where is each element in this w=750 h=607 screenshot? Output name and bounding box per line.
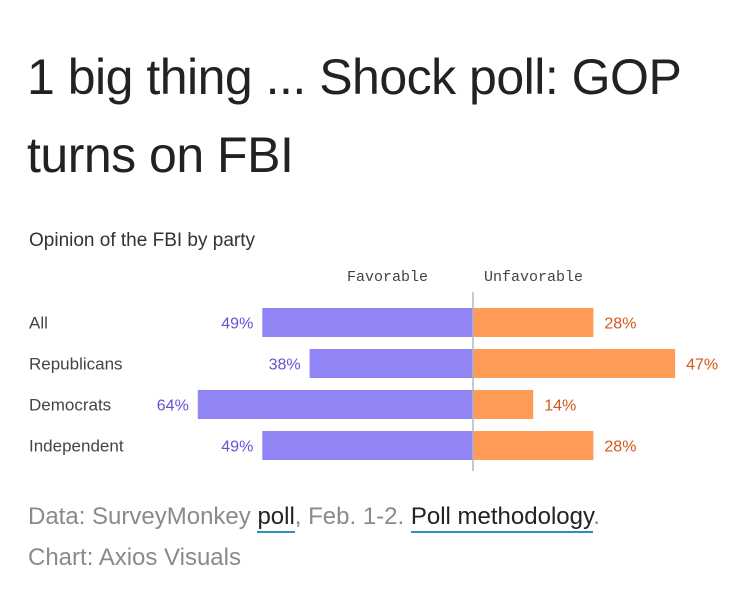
category-label-democrats: Democrats [29,396,111,415]
legend-unfavorable: Unfavorable [484,269,583,286]
value-label-unfavorable-democrats: 14% [544,398,576,415]
legend-favorable: Favorable [347,269,428,286]
source-middle: , Feb. 1-2. [294,503,411,530]
bar-unfavorable-all [473,308,594,337]
source-note: Data: SurveyMonkey poll, Feb. 1-2. Poll … [28,496,748,578]
bars-group: All 49% 28% Republicans 38% 47% Democrats 64% 14… [29,308,718,460]
bar-favorable-independent [262,431,473,460]
poll-link[interactable]: poll [257,503,295,533]
headline: 1 big thing ... Shock poll: GOP turns on… [27,49,681,183]
category-label-republicans: Republicans [29,355,123,374]
source-prefix: Data: SurveyMonkey [28,503,258,530]
category-label-independent: Independent [29,437,124,456]
bar-favorable-democrats [197,390,474,419]
value-label-favorable-all: 49% [221,316,253,333]
bar-unfavorable-democrats [473,390,534,419]
bar-favorable-republicans [309,349,473,378]
value-label-favorable-republicans: 38% [269,357,301,374]
poll-methodology-link[interactable]: Poll methodology [410,503,594,533]
value-label-favorable-independent: 49% [221,439,253,456]
value-label-unfavorable-republicans: 47% [686,357,718,374]
value-label-unfavorable-all: 28% [604,316,636,333]
chart-title: Opinion of the FBI by party [29,230,256,251]
bar-favorable-all [262,308,473,337]
source-suffix: . [593,503,600,530]
bar-unfavorable-independent [473,431,594,460]
chart-credit: Chart: Axios Visuals [28,544,241,571]
category-label-all: All [29,314,48,333]
value-label-favorable-democrats: 64% [157,398,189,415]
bar-unfavorable-republicans [473,349,676,378]
value-label-unfavorable-independent: 28% [604,439,636,456]
